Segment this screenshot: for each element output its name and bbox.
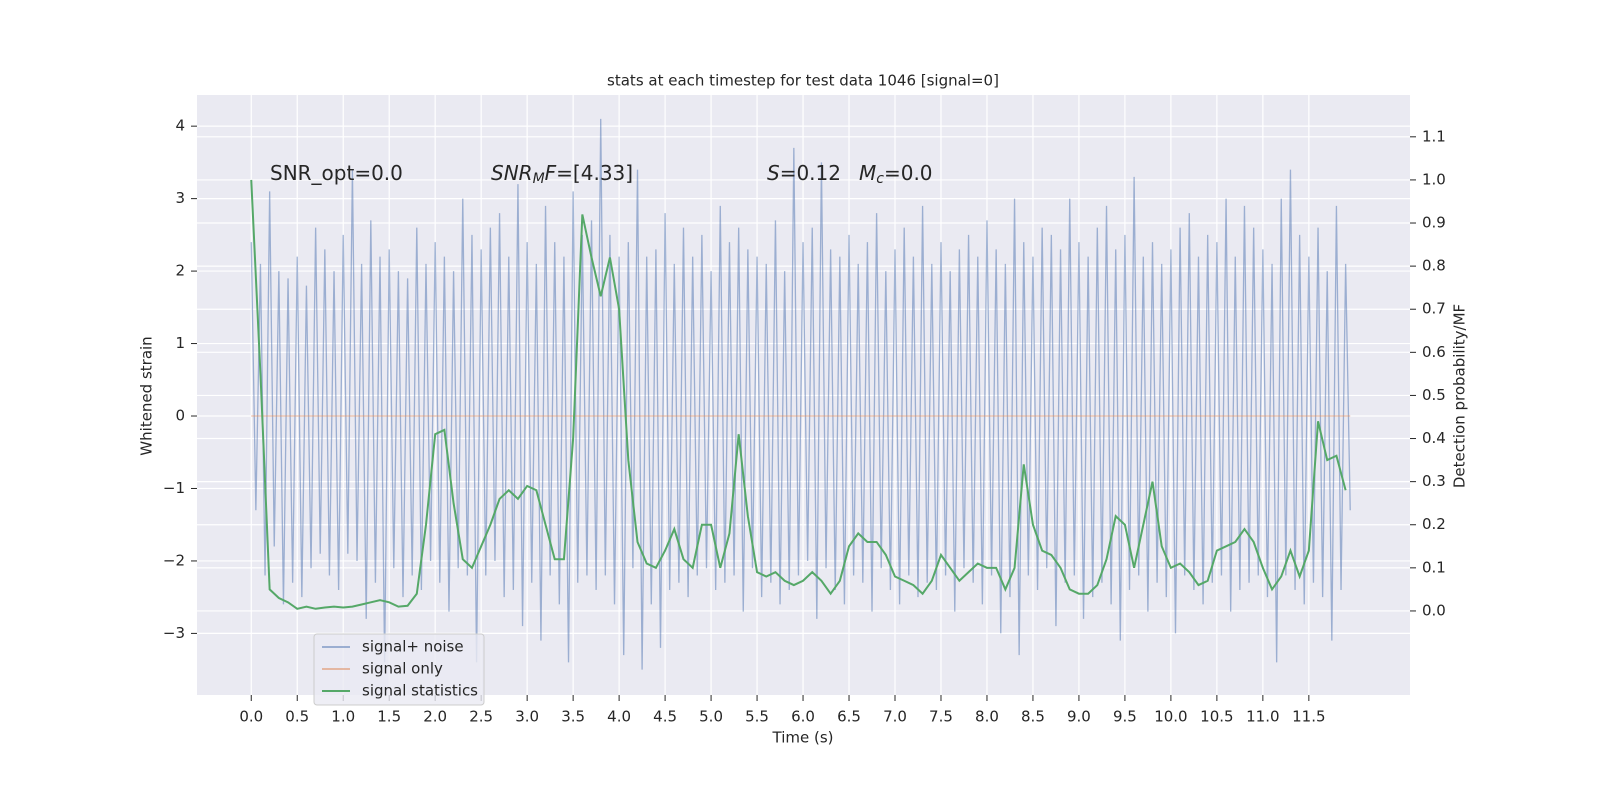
x-tick-label: 6.0 xyxy=(791,708,815,726)
y2-tick-label: 0.5 xyxy=(1422,386,1446,404)
y-tick-label: −2 xyxy=(163,551,185,569)
y-tick-label: 1 xyxy=(175,334,185,352)
annotation-part: =[4.33] xyxy=(556,161,633,185)
x-tick-label: 0.5 xyxy=(285,708,309,726)
annotation-part: SNR xyxy=(491,161,533,185)
y2-axis-label: Detection probability/MF xyxy=(1451,304,1469,488)
legend-label: signal statistics xyxy=(362,682,478,700)
y2-tick-label: 0.2 xyxy=(1422,515,1446,533)
y2-tick-label: 0.7 xyxy=(1422,300,1446,318)
x-tick-label: 1.5 xyxy=(377,708,401,726)
x-tick-label: 4.0 xyxy=(607,708,631,726)
y-axis-label: Whitened strain xyxy=(138,336,156,455)
y-tick-label: 3 xyxy=(175,189,185,207)
annotation: S=0.12 xyxy=(767,161,841,185)
annotation: SNR_opt=0.0 xyxy=(270,161,403,185)
chart-title: stats at each timestep for test data 104… xyxy=(607,72,999,90)
series-line xyxy=(250,179,1347,610)
annotation-part: M xyxy=(533,171,545,187)
annotation-part: =0.12 xyxy=(780,161,841,185)
y-tick-label: 2 xyxy=(175,262,185,280)
y2-tick-label: 0.0 xyxy=(1422,601,1446,619)
y2-tick-label: 0.4 xyxy=(1422,429,1446,447)
y-tick-label: 4 xyxy=(175,117,185,135)
annotation-part: SNR_opt=0.0 xyxy=(270,161,403,185)
x-tick-label: 1.0 xyxy=(331,708,355,726)
x-tick-label: 6.5 xyxy=(837,708,861,726)
annotation-part: c xyxy=(876,171,884,187)
x-tick-label: 10.0 xyxy=(1154,708,1187,726)
legend-box xyxy=(313,633,485,706)
legend-label: signal only xyxy=(362,660,443,678)
x-tick-label: 5.0 xyxy=(699,708,723,726)
x-tick-label: 2.0 xyxy=(423,708,447,726)
y2-tick-label: 0.8 xyxy=(1422,257,1446,275)
y2-tick-label: 0.3 xyxy=(1422,472,1446,490)
y2-tick-label: 0.6 xyxy=(1422,343,1446,361)
x-tick-label: 2.5 xyxy=(469,708,493,726)
y2-tick-label: 1.0 xyxy=(1422,170,1446,188)
x-tick-label: 8.0 xyxy=(975,708,999,726)
x-tick-label: 10.5 xyxy=(1200,708,1233,726)
legend-label: signal+ noise xyxy=(362,638,464,656)
y2-tick-label: 0.9 xyxy=(1422,214,1446,232)
annotation-part: F xyxy=(545,161,557,185)
x-tick-label: 11.0 xyxy=(1246,708,1279,726)
y-tick-label: −3 xyxy=(163,624,185,642)
y-tick-label: −1 xyxy=(163,479,185,497)
x-tick-label: 8.5 xyxy=(1021,708,1045,726)
annotation-part: =0.0 xyxy=(884,161,933,185)
annotation: SNRMF=[4.33] xyxy=(491,161,633,188)
x-tick-label: 7.0 xyxy=(883,708,907,726)
annotation: Mc=0.0 xyxy=(859,161,933,188)
series-line xyxy=(250,118,1351,670)
x-tick-label: 7.5 xyxy=(929,708,953,726)
x-tick-label: 3.0 xyxy=(515,708,539,726)
x-tick-label: 9.0 xyxy=(1067,708,1091,726)
annotation-part: S xyxy=(767,161,780,185)
y2-tick-label: 1.1 xyxy=(1422,127,1446,145)
x-tick-label: 4.5 xyxy=(653,708,677,726)
y2-tick-label: 0.1 xyxy=(1422,558,1446,576)
y-tick-label: 0 xyxy=(175,407,185,425)
x-tick-label: 5.5 xyxy=(745,708,769,726)
x-tick-label: 11.5 xyxy=(1292,708,1325,726)
x-tick-label: 3.5 xyxy=(561,708,585,726)
annotation-part: M xyxy=(859,161,876,185)
x-tick-label: 9.5 xyxy=(1113,708,1137,726)
x-tick-label: 0.0 xyxy=(239,708,263,726)
x-axis-label: Time (s) xyxy=(772,729,834,747)
